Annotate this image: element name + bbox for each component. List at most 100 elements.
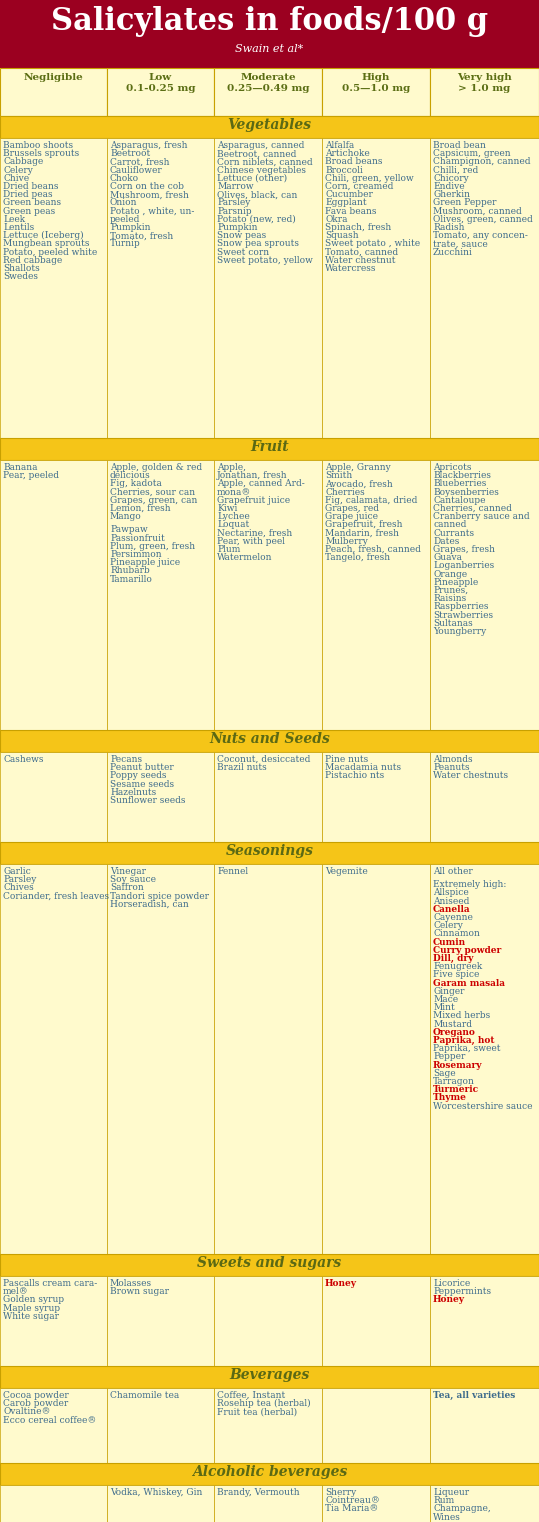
Text: Pumpkin: Pumpkin [217,224,258,231]
Bar [430,139,539,438]
Text: Broad bean: Broad bean [433,142,486,151]
Text: Canella: Canella [433,904,471,913]
Text: Carob powder: Carob powder [3,1399,68,1408]
Text: Plum: Plum [217,545,240,554]
Text: Vinegar: Vinegar [110,868,146,877]
Text: Green beans: Green beans [3,198,61,207]
Text: Chicory: Chicory [433,174,469,183]
Text: mona®: mona® [217,487,251,496]
Text: Cashews: Cashews [3,755,44,764]
Text: Champignon, canned: Champignon, canned [433,157,530,166]
Text: Loganberries: Loganberries [433,562,494,571]
Text: Garlic: Garlic [3,868,31,877]
Text: Corn niblets, canned: Corn niblets, canned [217,157,313,166]
Bar [0,68,107,116]
Bar [322,68,430,116]
Text: Cranberry sauce and: Cranberry sauce and [433,513,530,521]
Text: Nuts and Seeds: Nuts and Seeds [209,732,330,746]
Text: Pineapple: Pineapple [433,578,478,587]
Text: Watercress: Watercress [325,263,377,272]
Text: Blackberries: Blackberries [433,472,491,481]
Bar [322,1485,430,1522]
Text: Chive: Chive [3,174,29,183]
Text: Almonds: Almonds [433,755,473,764]
Text: Water chestnut: Water chestnut [325,256,396,265]
Text: Swedes: Swedes [3,272,38,282]
Text: Smith: Smith [325,472,353,481]
Text: Mushroom, fresh: Mushroom, fresh [110,190,189,199]
Text: Alcoholic beverages: Alcoholic beverages [192,1466,347,1479]
Text: Five spice: Five spice [433,971,479,979]
Text: Loquat: Loquat [217,521,249,530]
Text: Olives, green, canned: Olives, green, canned [433,215,533,224]
Text: Soy sauce: Soy sauce [110,875,156,884]
Text: Jonathan, fresh: Jonathan, fresh [217,472,288,481]
Text: Asparagus, canned: Asparagus, canned [217,142,305,151]
Text: Choko: Choko [110,174,139,183]
Text: Raisins: Raisins [433,594,466,603]
Bar [0,460,107,731]
Text: Sweet potato , white: Sweet potato , white [325,239,420,248]
Text: Tamarillo: Tamarillo [110,574,153,583]
Text: Chives: Chives [3,883,34,892]
Text: Nectarine, fresh: Nectarine, fresh [217,528,292,537]
Text: Sesame seeds: Sesame seeds [110,779,174,788]
Bar [214,139,322,438]
Text: Peanut butter: Peanut butter [110,763,174,772]
Text: Endive: Endive [433,183,465,190]
Text: Gherkin: Gherkin [433,190,470,199]
Bar [322,139,430,438]
Text: Extremely high:: Extremely high: [433,880,506,889]
Text: Cherries, sour can: Cherries, sour can [110,487,195,496]
Text: Zucchini: Zucchini [433,248,473,257]
Text: Mixed herbs: Mixed herbs [433,1011,490,1020]
Text: Garam masala: Garam masala [433,979,505,988]
Text: Red cabbage: Red cabbage [3,256,62,265]
Text: Ginger: Ginger [433,986,465,995]
Text: Artichoke: Artichoke [325,149,370,158]
Text: Mango: Mango [110,513,142,521]
Text: Brown sugar: Brown sugar [110,1288,169,1297]
Text: Mint: Mint [433,1003,455,1012]
Text: Fig, kadota: Fig, kadota [110,479,162,489]
Text: Avocado, fresh: Avocado, fresh [325,479,393,489]
Bar [322,460,430,731]
Text: All other: All other [433,868,473,877]
Bar [322,1275,430,1367]
Bar [107,68,214,116]
Bar [214,68,322,116]
Text: Very high
> 1.0 mg: Very high > 1.0 mg [457,73,512,93]
Text: Apple, canned Ard-: Apple, canned Ard- [217,479,305,489]
Text: Cherries: Cherries [325,487,365,496]
Text: Dill, dry: Dill, dry [433,954,473,963]
Text: Dates: Dates [433,537,459,546]
Text: Mustard: Mustard [433,1020,472,1029]
Bar [430,1275,539,1367]
Text: Lettuce (other): Lettuce (other) [217,174,287,183]
Text: Sweets and sugars: Sweets and sugars [197,1256,342,1269]
Text: Parsnip: Parsnip [217,207,252,216]
Text: Low
0.1-0.25 mg: Low 0.1-0.25 mg [126,73,195,93]
Text: Radish: Radish [433,224,465,231]
Text: Kiwi: Kiwi [217,504,237,513]
Text: Orange: Orange [433,569,467,578]
Text: Carrot, fresh: Carrot, fresh [110,157,169,166]
Bar [107,864,214,1254]
Bar [322,864,430,1254]
Text: peeled: peeled [110,215,140,224]
Text: Parsley: Parsley [217,198,251,207]
Bar [107,1275,214,1367]
Text: Peanuts: Peanuts [433,763,469,772]
Text: Ovaltine®: Ovaltine® [3,1408,51,1417]
Text: Fruit: Fruit [250,440,289,454]
Bar [0,1388,107,1463]
Text: Beetroot, canned: Beetroot, canned [217,149,296,158]
Text: Brandy, Vermouth: Brandy, Vermouth [217,1489,300,1498]
Text: Watermelon: Watermelon [217,552,273,562]
Text: Prunes,: Prunes, [433,586,468,595]
Text: Corn, creamed: Corn, creamed [325,183,393,190]
Text: Worcestershire sauce: Worcestershire sauce [433,1102,533,1111]
Bar [107,1388,214,1463]
Text: Cointreau®: Cointreau® [325,1496,380,1505]
Text: Spinach, fresh: Spinach, fresh [325,224,391,231]
